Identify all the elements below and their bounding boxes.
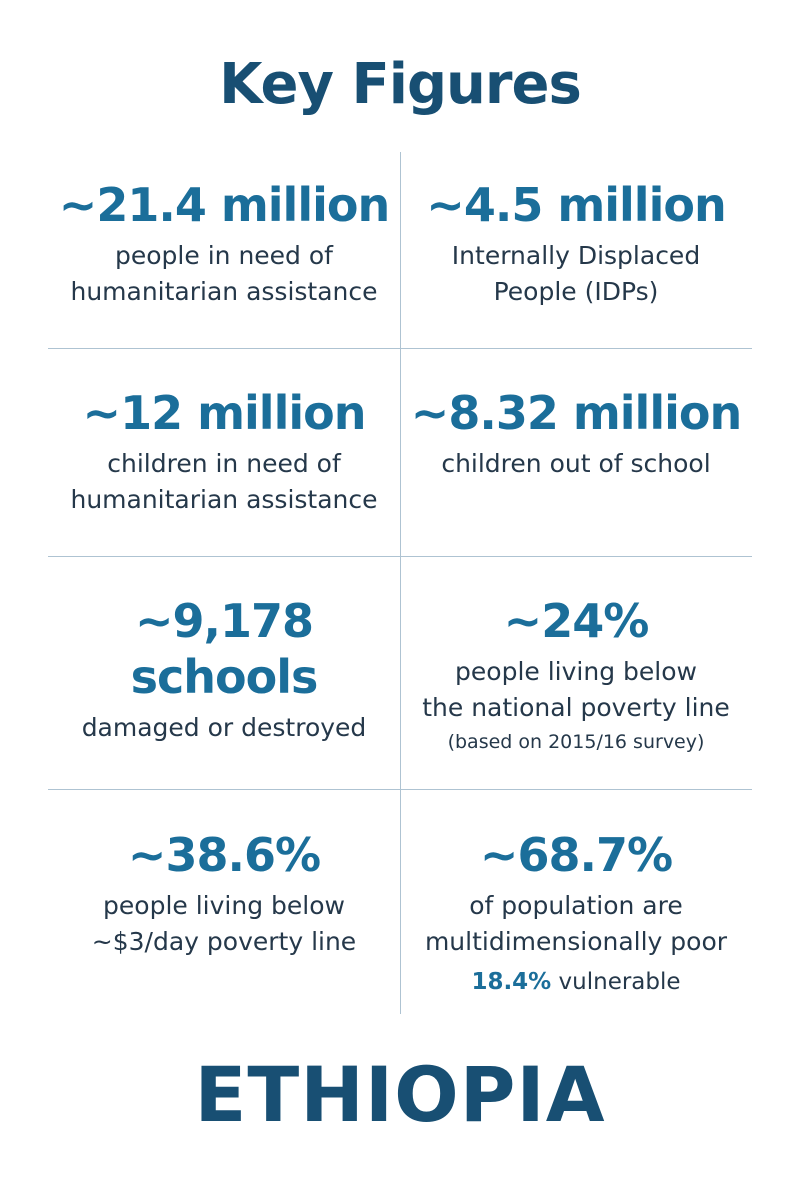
figure-line: children out of school bbox=[441, 449, 711, 478]
figure-people-in-need: ~21.4 million people in need of humanita… bbox=[48, 176, 400, 310]
figure-value: ~4.5 million bbox=[426, 178, 726, 232]
figure-line: children in need of bbox=[107, 449, 341, 478]
figure-schools-damaged: ~9,178 schools damaged or destroyed bbox=[48, 592, 400, 746]
vulnerable-label: vulnerable bbox=[558, 969, 681, 995]
figure-value-unit: schools bbox=[130, 650, 319, 704]
figure-description: people living below the national poverty… bbox=[400, 654, 752, 726]
row-divider bbox=[48, 789, 752, 790]
country-name: ETHIOPIA bbox=[194, 1050, 606, 1139]
figure-line: the national poverty line bbox=[422, 693, 730, 722]
figure-line: people living below bbox=[455, 657, 697, 686]
figure-value: ~38.6% bbox=[127, 828, 321, 882]
figure-children-out-of-school: ~8.32 million children out of school bbox=[400, 384, 752, 482]
figure-line: People (IDPs) bbox=[493, 277, 659, 306]
figure-line: humanitarian assistance bbox=[70, 485, 378, 514]
figure-line: ~$3/day poverty line bbox=[91, 927, 357, 956]
figure-value: ~8.32 million bbox=[410, 386, 742, 440]
row-divider bbox=[48, 348, 752, 349]
figure-description: children out of school bbox=[400, 446, 752, 482]
figure-description: damaged or destroyed bbox=[48, 710, 400, 746]
figure-note: (based on 2015/16 survey) bbox=[447, 731, 705, 753]
figure-line: multidimensionally poor bbox=[424, 927, 728, 956]
vulnerable-value: 18.4% bbox=[471, 969, 552, 995]
figure-description: people in need of humanitarian assistanc… bbox=[48, 238, 400, 310]
figure-line: Internally Displaced bbox=[451, 241, 701, 270]
figure-description: of population are multidimensionally poo… bbox=[400, 888, 752, 960]
figure-description: Internally Displaced People (IDPs) bbox=[400, 238, 752, 310]
vulnerable-line: 18.4% vulnerable bbox=[400, 966, 752, 998]
figure-value: ~9,178 bbox=[134, 594, 314, 648]
figure-idps: ~4.5 million Internally Displaced People… bbox=[400, 176, 752, 310]
figure-national-poverty: ~24% people living below the national po… bbox=[400, 592, 752, 756]
figure-value: ~12 million bbox=[82, 386, 367, 440]
figure-children-in-need: ~12 million children in need of humanita… bbox=[48, 384, 400, 518]
figure-description: people living below ~$3/day poverty line bbox=[48, 888, 400, 960]
figure-value: ~68.7% bbox=[479, 828, 673, 882]
figure-line: of population are bbox=[469, 891, 683, 920]
page-title: Key Figures bbox=[219, 52, 582, 117]
figure-multidimensional-poverty: ~68.7% of population are multidimensiona… bbox=[400, 826, 752, 998]
vertical-divider bbox=[400, 152, 401, 1014]
row-divider bbox=[48, 556, 752, 557]
figure-value: ~21.4 million bbox=[58, 178, 390, 232]
figure-line: damaged or destroyed bbox=[81, 713, 367, 742]
figure-line: people in need of bbox=[115, 241, 333, 270]
figure-value: ~24% bbox=[503, 594, 650, 648]
figure-line: humanitarian assistance bbox=[70, 277, 378, 306]
figure-description: children in need of humanitarian assista… bbox=[48, 446, 400, 518]
figure-3-dollar-poverty: ~38.6% people living below ~$3/day pover… bbox=[48, 826, 400, 960]
figure-line: people living below bbox=[103, 891, 345, 920]
